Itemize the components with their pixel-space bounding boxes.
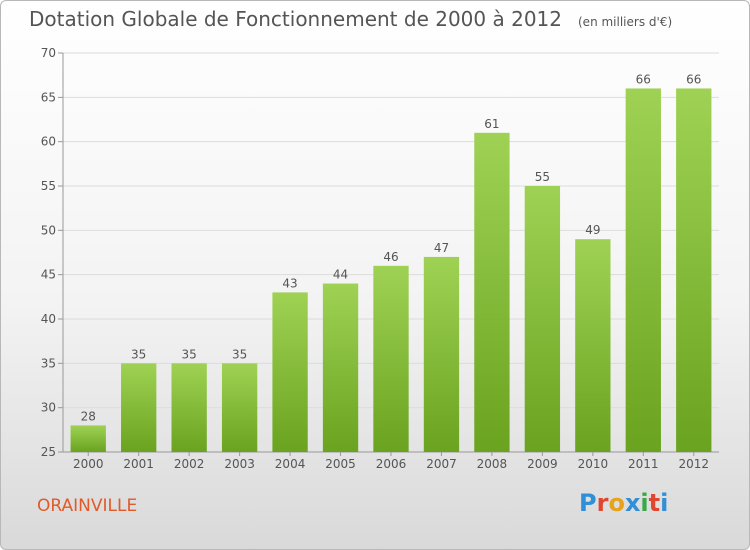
logo-letter: o [608, 489, 625, 517]
bar-chart: 25 30 35 40 45 50 55 60 65 70 28 2000 35 2001 35 2002 35… [41, 46, 719, 471]
logo-letter: r [596, 489, 609, 517]
town-name: ORAINVILLE [37, 496, 138, 516]
y-tick-label: 40 [41, 312, 56, 326]
bar [121, 363, 157, 452]
x-tick-label: 2008 [477, 457, 508, 471]
x-tick-label: 2003 [224, 457, 255, 471]
x-tick-label: 2006 [376, 457, 407, 471]
bar [575, 239, 611, 452]
x-tick-label: 2000 [73, 457, 104, 471]
logo-letter: i [660, 489, 669, 517]
bar [625, 88, 661, 452]
bar [272, 292, 308, 452]
bar [171, 363, 207, 452]
logo-letter: i [640, 489, 649, 517]
data-label: 46 [383, 250, 398, 264]
x-tick-label: 2011 [628, 457, 659, 471]
bar [676, 88, 712, 452]
bar [322, 283, 359, 452]
chart-title: Dotation Globale de Fonctionnement de 20… [29, 7, 672, 31]
y-tick-label: 70 [41, 46, 56, 60]
bar [524, 186, 561, 452]
data-label: 55 [535, 170, 550, 184]
y-tick-label: 60 [41, 135, 56, 149]
y-tick-label: 45 [41, 268, 56, 282]
y-tick-label: 55 [41, 179, 56, 193]
logo-letter: P [579, 489, 597, 517]
data-label: 35 [182, 347, 197, 361]
data-label: 35 [131, 347, 146, 361]
x-tick-label: 2009 [527, 457, 558, 471]
unit-label: (en milliers d'€) [578, 15, 673, 29]
bar [474, 132, 510, 453]
logo-letter: t [648, 489, 661, 517]
proxiti-logo: Proxiti [579, 489, 668, 517]
data-label: 49 [585, 223, 600, 237]
data-label: 61 [484, 117, 499, 131]
data-label: 44 [333, 268, 348, 282]
data-label: 66 [686, 72, 701, 86]
data-label: 66 [636, 72, 651, 86]
bar [423, 256, 460, 452]
x-tick-label: 2007 [426, 457, 457, 471]
logo-letter: x [624, 489, 641, 517]
bar [70, 425, 106, 452]
bar [221, 363, 258, 452]
y-tick-label: 65 [41, 90, 56, 104]
y-tick-label: 35 [41, 356, 56, 370]
data-label: 35 [232, 347, 247, 361]
y-tick-label: 50 [41, 223, 56, 237]
data-label: 28 [81, 409, 96, 423]
data-label: 43 [282, 276, 297, 290]
y-tick-label: 30 [41, 401, 56, 415]
bar [373, 265, 409, 452]
title-text: Dotation Globale de Fonctionnement de 20… [29, 7, 562, 31]
x-tick-label: 2004 [275, 457, 306, 471]
x-tick-label: 2002 [174, 457, 205, 471]
x-tick-label: 2012 [678, 457, 709, 471]
x-tick-label: 2001 [123, 457, 154, 471]
y-tick-label: 25 [41, 445, 56, 459]
data-label: 47 [434, 241, 449, 255]
x-tick-label: 2005 [325, 457, 356, 471]
x-tick-label: 2010 [578, 457, 609, 471]
